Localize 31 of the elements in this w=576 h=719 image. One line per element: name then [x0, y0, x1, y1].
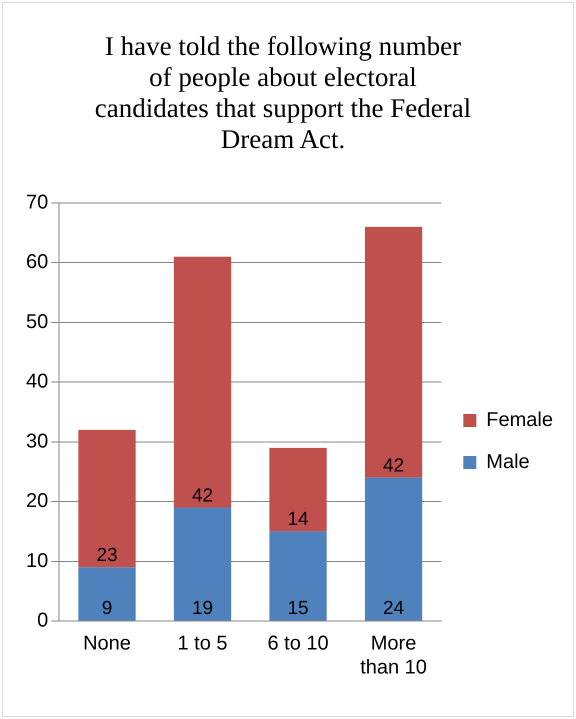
data-label: 9 — [102, 598, 112, 620]
data-label: 15 — [287, 598, 309, 620]
data-label: 19 — [192, 598, 214, 620]
y-tick-label: 60 — [26, 251, 48, 274]
bar — [269, 448, 327, 532]
y-tick-label: 40 — [26, 370, 48, 393]
bar — [364, 226, 422, 478]
y-tick-label: 0 — [37, 610, 48, 632]
data-label: 42 — [382, 455, 404, 476]
x-tick-label: 6 to 10 — [267, 632, 329, 655]
y-tick-label: 10 — [26, 550, 48, 572]
legend-label: Male — [486, 451, 530, 474]
y-tick-label: 50 — [26, 310, 48, 333]
x-tick-label: 1 to 5 — [177, 632, 228, 655]
x-tick-label: More than 10 — [360, 632, 427, 679]
legend-label: Female — [486, 409, 554, 432]
data-label: 23 — [96, 544, 118, 566]
data-label: 14 — [287, 509, 310, 530]
x-tick-label: None — [83, 632, 131, 655]
y-tick-label: 70 — [26, 192, 48, 214]
y-tick-label: 20 — [26, 490, 48, 512]
bar — [78, 430, 136, 568]
data-label: 42 — [192, 485, 214, 506]
chart-title: I have told the following number of people about electoral candidates that support the Federal Dream Act. — [94, 31, 472, 155]
bar — [174, 508, 232, 620]
bar — [78, 567, 136, 620]
bar — [174, 256, 232, 508]
bar — [269, 531, 327, 620]
bar — [364, 478, 422, 620]
data-label: 24 — [382, 598, 405, 620]
y-tick-label: 30 — [26, 430, 48, 452]
